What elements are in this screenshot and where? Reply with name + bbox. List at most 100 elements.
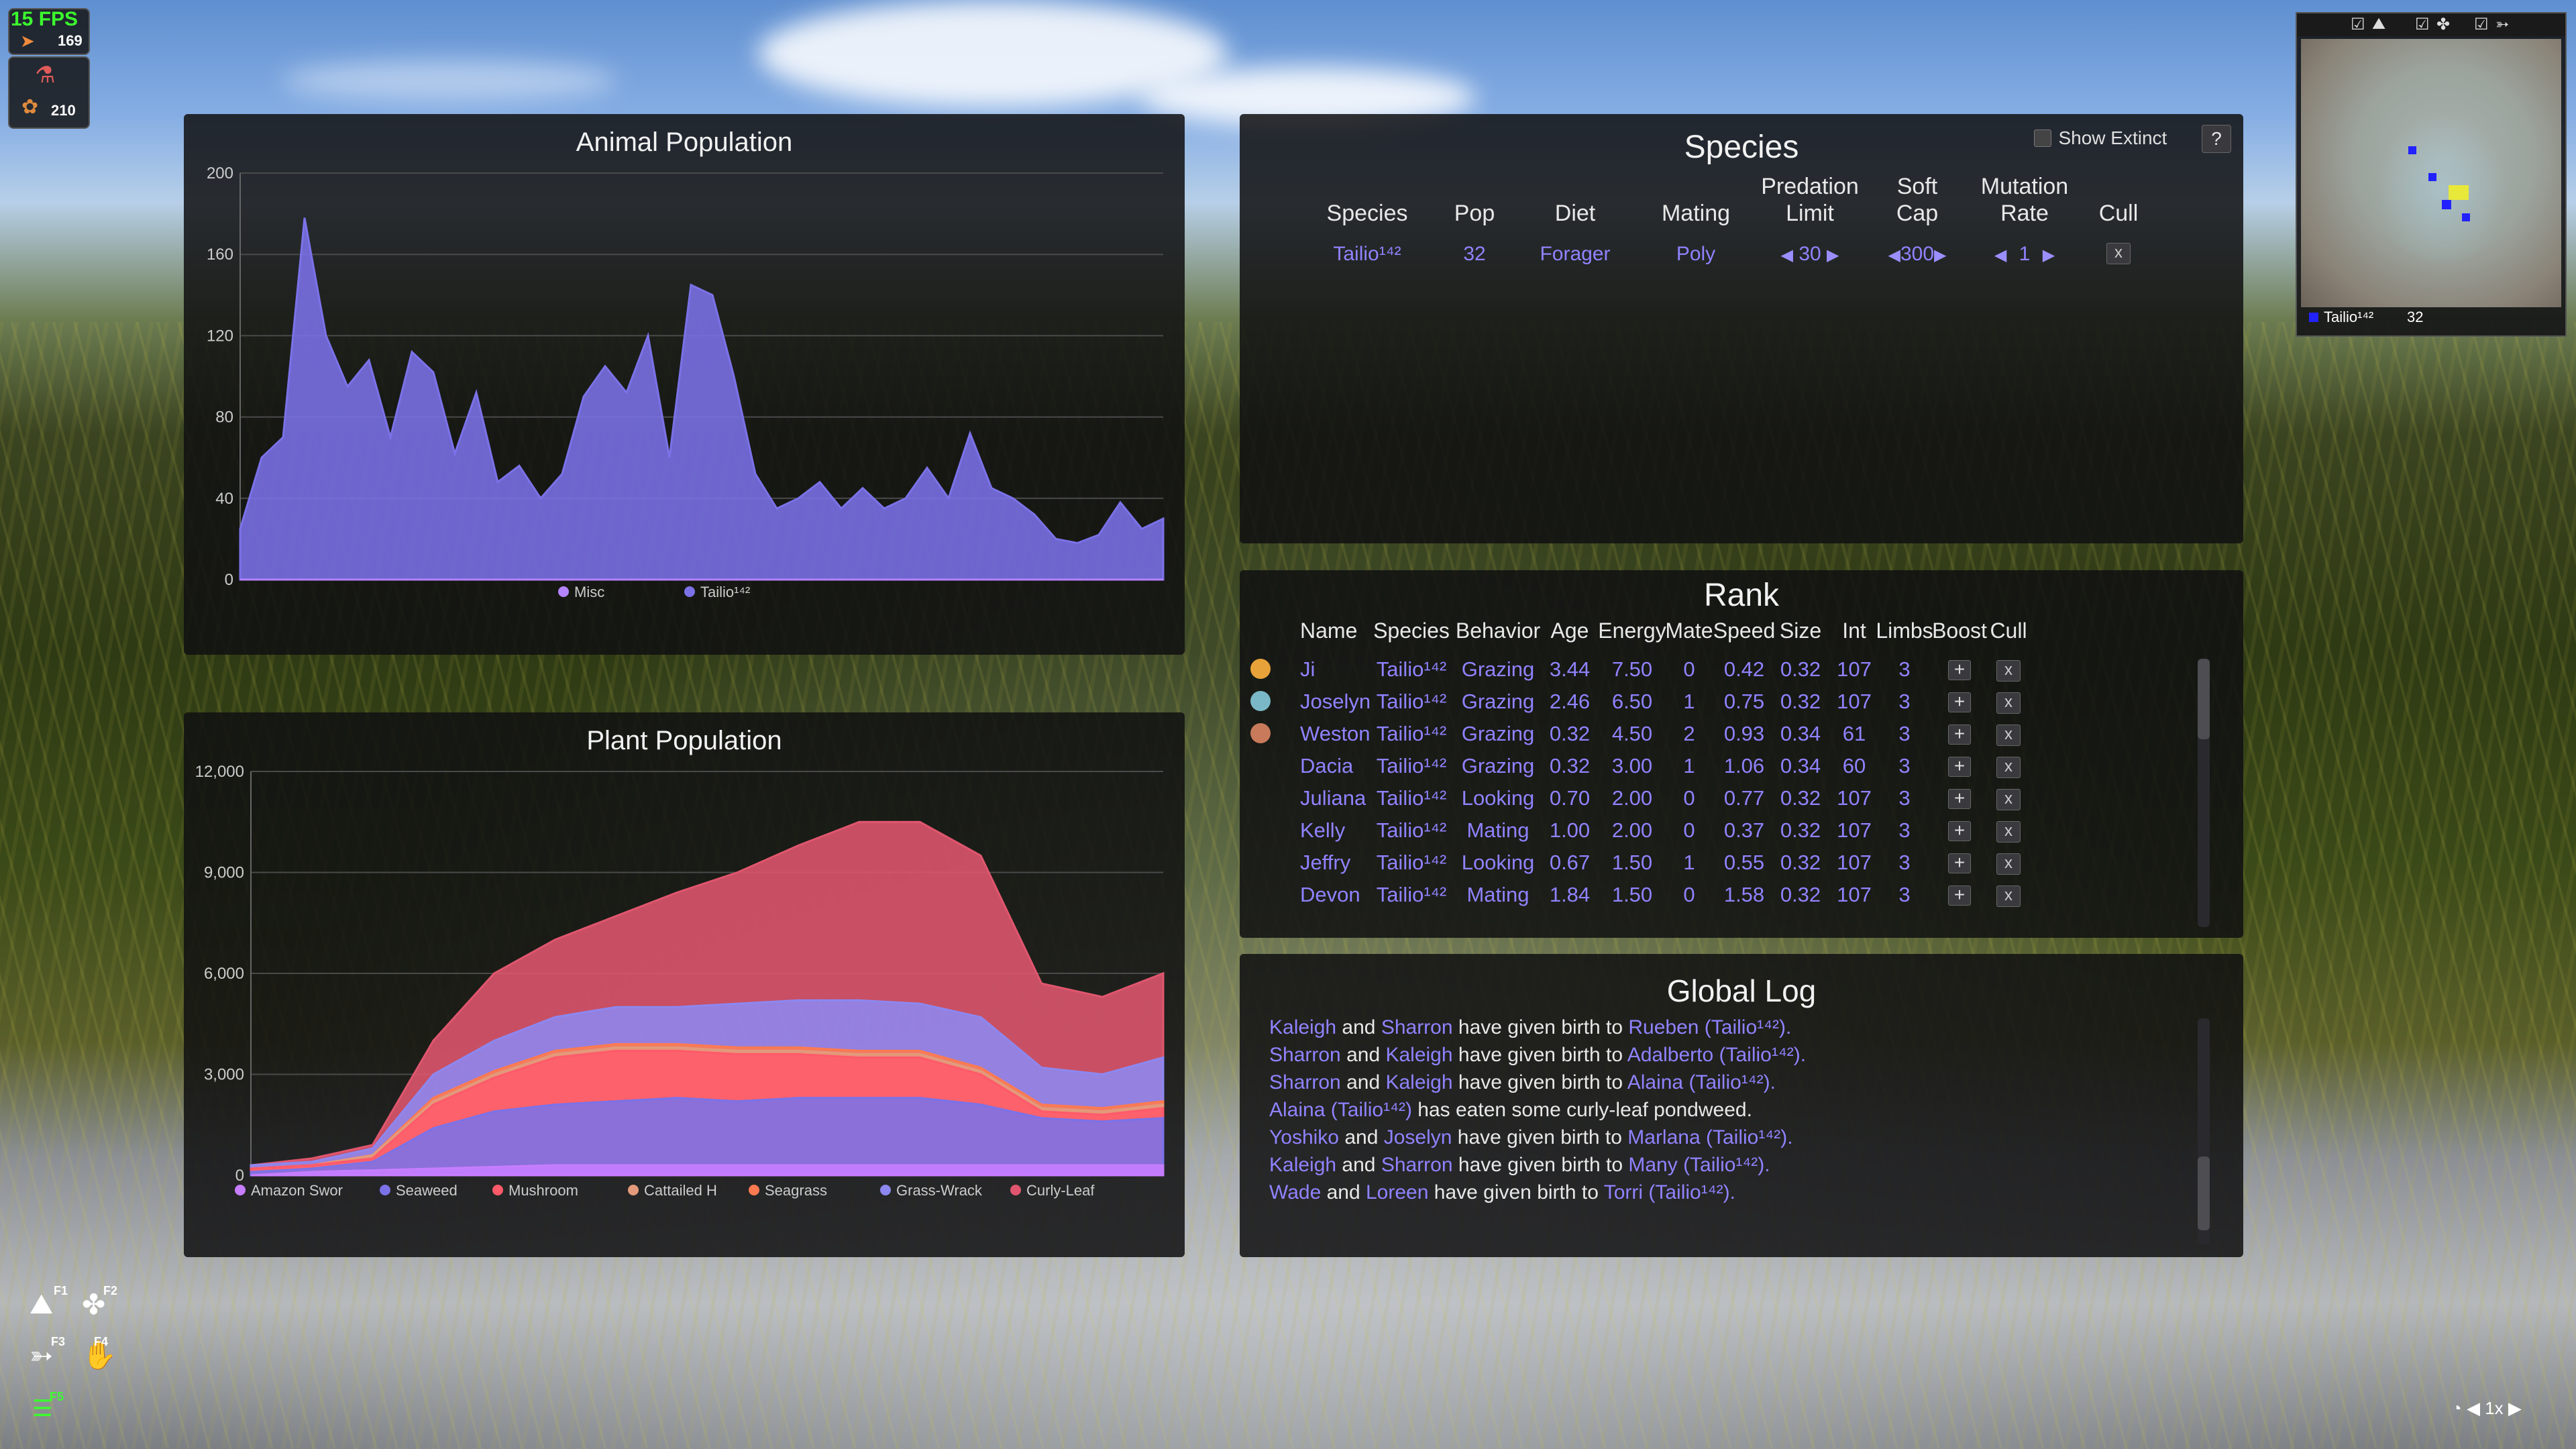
checkbox-icon[interactable]: ☑ <box>2474 15 2489 34</box>
rank-name[interactable]: Weston <box>1300 722 1371 745</box>
rank-mate: 0 <box>1683 883 1695 906</box>
rank-name[interactable]: Devon <box>1300 883 1360 906</box>
log-creature-link[interactable]: Adalberto (Tailio¹⁴²). <box>1627 1044 1807 1066</box>
rank-species[interactable]: Tailio¹⁴² <box>1376 722 1447 745</box>
column-header: Speed <box>1713 619 1776 643</box>
soft-cap-stepper[interactable]: ◀300▶ <box>1864 243 1971 266</box>
faster-icon[interactable]: ▶ <box>2508 1398 2522 1418</box>
decrease-arrow-icon[interactable]: ◀ <box>1994 246 2007 264</box>
rank-species[interactable]: Tailio¹⁴² <box>1376 883 1447 906</box>
legend-swatch <box>628 1185 639 1195</box>
terrain-icon[interactable]: ⛰ <box>2372 15 2386 33</box>
column-header: Behavior <box>1455 619 1541 643</box>
boost-button[interactable]: + <box>1948 724 1971 745</box>
slower-icon[interactable]: ◀ <box>2466 1398 2480 1418</box>
animal-tool-icon[interactable]: ➳ <box>30 1340 54 1371</box>
y-tick-label: 0 <box>235 1167 244 1185</box>
rank-size: 0.32 <box>1780 786 1821 810</box>
cull-button[interactable]: x <box>1996 692 2021 714</box>
rank-int: 107 <box>1837 851 1872 874</box>
plant-counter[interactable]: ⚗ ✿ 210 <box>8 56 90 129</box>
show-extinct-toggle[interactable]: Show Extinct <box>2034 127 2167 149</box>
log-creature-link[interactable]: Sharron <box>1381 1154 1453 1176</box>
rank-scrollbar[interactable] <box>2198 659 2210 927</box>
scroll-thumb[interactable] <box>2198 1157 2210 1230</box>
scroll-thumb[interactable] <box>2198 659 2210 739</box>
cull-button[interactable]: x <box>1996 724 2021 746</box>
rank-species[interactable]: Tailio¹⁴² <box>1376 754 1447 777</box>
menu-icon[interactable]: ☰ <box>32 1396 53 1421</box>
log-creature-link[interactable]: Kaleigh <box>1385 1071 1453 1093</box>
rank-species[interactable]: Tailio¹⁴² <box>1376 690 1447 713</box>
decrease-arrow-icon[interactable]: ◀ <box>1780 246 1793 264</box>
rank-species[interactable]: Tailio¹⁴² <box>1376 657 1447 681</box>
minimap-terrain[interactable] <box>2301 39 2561 307</box>
cull-button[interactable]: x <box>1996 853 2021 875</box>
clock-icon[interactable]: ◔ <box>2451 1398 2462 1418</box>
cull-button[interactable]: x <box>1996 789 2021 810</box>
rank-name[interactable]: Joselyn <box>1300 690 1371 713</box>
increase-arrow-icon[interactable]: ▶ <box>2042 246 2055 264</box>
column-header: Name <box>1300 619 1358 643</box>
rank-species[interactable]: Tailio¹⁴² <box>1376 851 1447 874</box>
log-creature-link[interactable]: Kaleigh <box>1269 1154 1337 1176</box>
rank-name[interactable]: Kelly <box>1300 818 1346 842</box>
log-creature-link[interactable]: Rueben (Tailio¹⁴²). <box>1628 1016 1792 1038</box>
rank-name[interactable]: Dacia <box>1300 754 1354 777</box>
mutation-rate-stepper[interactable]: ◀ 1 ▶ <box>1971 243 2078 266</box>
species-diet[interactable]: Forager <box>1540 243 1611 265</box>
rank-species[interactable]: Tailio¹⁴² <box>1376 786 1447 810</box>
checkbox-icon[interactable]: ☑ <box>2351 15 2365 34</box>
cull-button[interactable]: x <box>1996 757 2021 778</box>
boost-button[interactable]: + <box>1948 821 1971 841</box>
boost-button[interactable]: + <box>1948 692 1971 712</box>
log-creature-link[interactable]: Torri (Tailio¹⁴²). <box>1603 1181 1735 1203</box>
rank-name[interactable]: Jeffry <box>1300 851 1351 874</box>
boost-button[interactable]: + <box>1948 757 1971 777</box>
log-creature-link[interactable]: Wade <box>1269 1181 1322 1203</box>
checkbox-icon[interactable]: ☑ <box>2415 15 2430 34</box>
decrease-arrow-icon[interactable]: ◀ <box>1888 246 1900 264</box>
plant-tool-icon[interactable]: ✤ <box>82 1289 106 1320</box>
cull-button[interactable]: x <box>1996 660 2021 682</box>
boost-button[interactable]: + <box>1948 885 1971 906</box>
help-button[interactable]: ? <box>2202 125 2231 153</box>
legend-label: Grass-Wrack <box>896 1182 983 1199</box>
boost-button[interactable]: + <box>1948 660 1971 680</box>
log-scrollbar[interactable] <box>2198 1018 2210 1244</box>
log-creature-link[interactable]: Sharron <box>1381 1016 1453 1038</box>
rank-mate: 2 <box>1683 722 1695 745</box>
checkbox[interactable] <box>2034 129 2051 147</box>
cull-button[interactable]: x <box>1996 821 2021 843</box>
log-creature-link[interactable]: Joselyn <box>1383 1126 1452 1148</box>
animal-counter[interactable]: 15 FPS ➤ 169 <box>8 8 90 55</box>
species-name[interactable]: Tailio¹⁴² <box>1333 243 1401 265</box>
log-creature-link[interactable]: Yoshiko <box>1269 1126 1339 1148</box>
species-mating[interactable]: Poly <box>1676 243 1716 265</box>
rank-name[interactable]: Juliana <box>1300 786 1366 810</box>
rank-species[interactable]: Tailio¹⁴² <box>1376 818 1447 842</box>
log-creature-link[interactable]: Sharron <box>1269 1044 1341 1066</box>
y-tick-label: 40 <box>215 490 233 508</box>
log-creature-link[interactable]: Marlana (Tailio¹⁴²). <box>1627 1126 1793 1148</box>
terrain-tool-icon[interactable]: ⛰ <box>30 1288 54 1320</box>
increase-arrow-icon[interactable]: ▶ <box>1934 246 1947 264</box>
increase-arrow-icon[interactable]: ▶ <box>1827 246 1839 264</box>
cull-species-button[interactable]: x <box>2106 243 2131 264</box>
rank-name[interactable]: Ji <box>1300 657 1316 681</box>
cull-button[interactable]: x <box>1996 885 2021 907</box>
log-creature-link[interactable]: Kaleigh <box>1385 1044 1453 1066</box>
log-creature-link[interactable]: Sharron <box>1269 1071 1341 1093</box>
plant-icon[interactable]: ✤ <box>2436 15 2451 34</box>
log-creature-link[interactable]: Loreen <box>1366 1181 1429 1203</box>
log-creature-link[interactable]: Alaina (Tailio¹⁴²) <box>1269 1099 1412 1121</box>
hand-tool-icon[interactable]: ✋ <box>82 1339 117 1371</box>
boost-button[interactable]: + <box>1948 853 1971 873</box>
log-creature-link[interactable]: Alaina (Tailio¹⁴²). <box>1627 1071 1776 1093</box>
log-creature-link[interactable]: Kaleigh <box>1269 1016 1337 1038</box>
log-creature-link[interactable]: Many (Tailio¹⁴²). <box>1628 1154 1770 1176</box>
animal-icon[interactable]: ➳ <box>2496 15 2510 34</box>
boost-button[interactable]: + <box>1948 789 1971 809</box>
predation-limit-stepper[interactable]: ◀ 30 ▶ <box>1756 243 1864 266</box>
minimap[interactable]: ☑ ⛰ ☑ ✤ ☑ ➳ Tailio¹⁴² 32 <box>2296 12 2567 337</box>
